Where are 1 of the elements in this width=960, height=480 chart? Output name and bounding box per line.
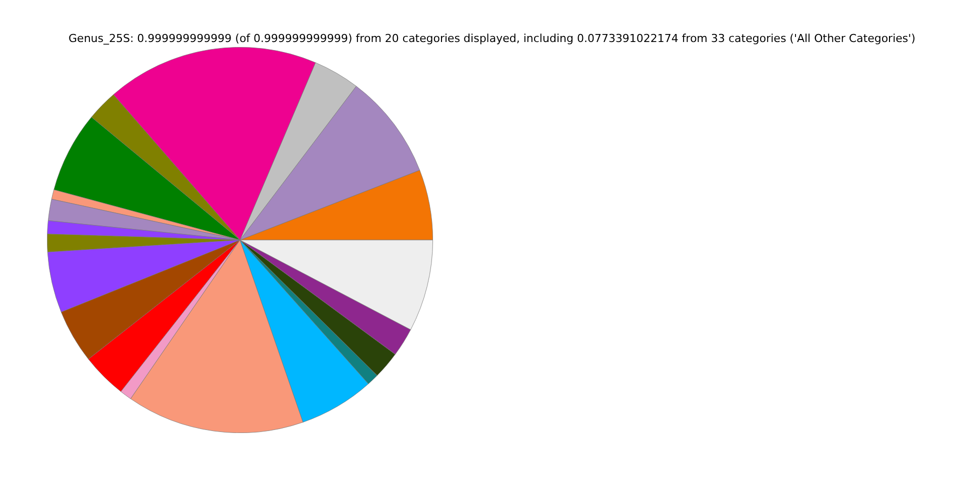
text: Genus_25S: 0.999999999999 (of 0.999999999999) from 20 categories displayed, including 0.0773391022174 from 33 categories ('All Other Categories') [68, 32, 916, 45]
